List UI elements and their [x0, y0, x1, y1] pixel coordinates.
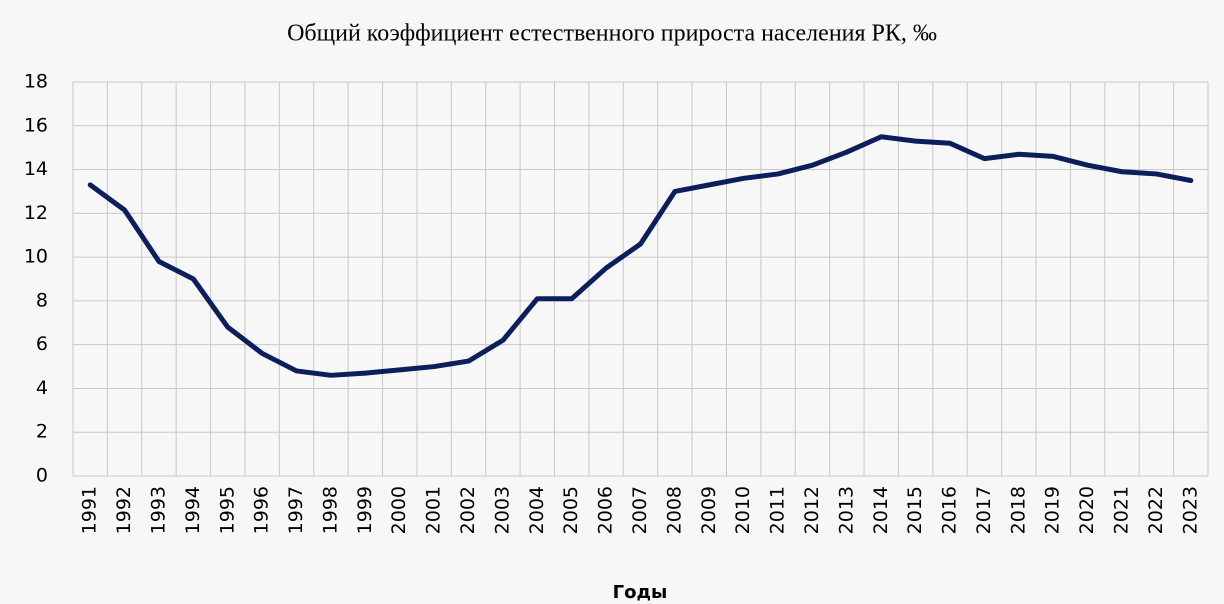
y-tick-label: 14: [24, 158, 48, 180]
x-tick-label: 1994: [182, 486, 204, 534]
x-tick-label: 2003: [491, 486, 513, 534]
data-line: [87, 134, 1194, 378]
x-tick-label: 1995: [216, 486, 238, 534]
x-tick-label: 1991: [79, 486, 101, 534]
y-tick-label: 8: [36, 289, 48, 311]
x-tick-label: 2000: [388, 486, 410, 534]
x-tick-label: 2005: [560, 486, 582, 534]
x-tick-label: 2018: [1007, 486, 1029, 534]
x-tick-label: 2004: [526, 486, 548, 534]
x-tick-label: 2015: [904, 486, 926, 534]
x-tick-label: 2023: [1179, 486, 1201, 534]
x-tick-label: 1992: [113, 486, 135, 534]
y-tick-label: 6: [36, 333, 48, 355]
y-tick-label: 16: [24, 114, 48, 136]
y-tick-label: 12: [24, 202, 48, 224]
y-tick-label: 0: [36, 465, 48, 487]
x-tick-label: 2007: [629, 486, 651, 534]
x-axis-label: Годы: [613, 582, 668, 603]
y-tick-label: 2: [36, 421, 48, 443]
x-tick-label: 2019: [1042, 486, 1064, 534]
x-tick-label: 2021: [1111, 486, 1133, 534]
x-tick-label: 1993: [147, 486, 169, 534]
x-tick-label: 2011: [767, 486, 789, 534]
chart-title: Общий коэффициент естественного прироста…: [287, 21, 937, 47]
x-tick-label: 2001: [423, 486, 445, 534]
x-tick-label: 2009: [698, 486, 720, 534]
x-tick-label: 1998: [319, 486, 341, 534]
x-tick-label: 2022: [1145, 486, 1167, 534]
x-tick-label: 2014: [870, 486, 892, 534]
x-tick-label: 2016: [939, 486, 961, 534]
x-tick-label: 2020: [1076, 486, 1098, 534]
x-tick-label: 1997: [285, 486, 307, 534]
x-tick-label: 1999: [354, 486, 376, 534]
x-tick-label: 2010: [732, 486, 754, 534]
y-tick-label: 4: [36, 377, 48, 399]
x-tick-label: 2002: [457, 486, 479, 534]
x-tick-label: 2017: [973, 486, 995, 534]
x-tick-label: 2008: [663, 486, 685, 534]
x-tick-label: 1996: [251, 486, 273, 534]
x-tick-label: 2013: [835, 486, 857, 534]
x-tick-label: 2006: [595, 486, 617, 534]
y-tick-label: 18: [24, 71, 48, 93]
y-tick-label: 10: [24, 246, 48, 268]
x-tick-label: 2012: [801, 486, 823, 534]
